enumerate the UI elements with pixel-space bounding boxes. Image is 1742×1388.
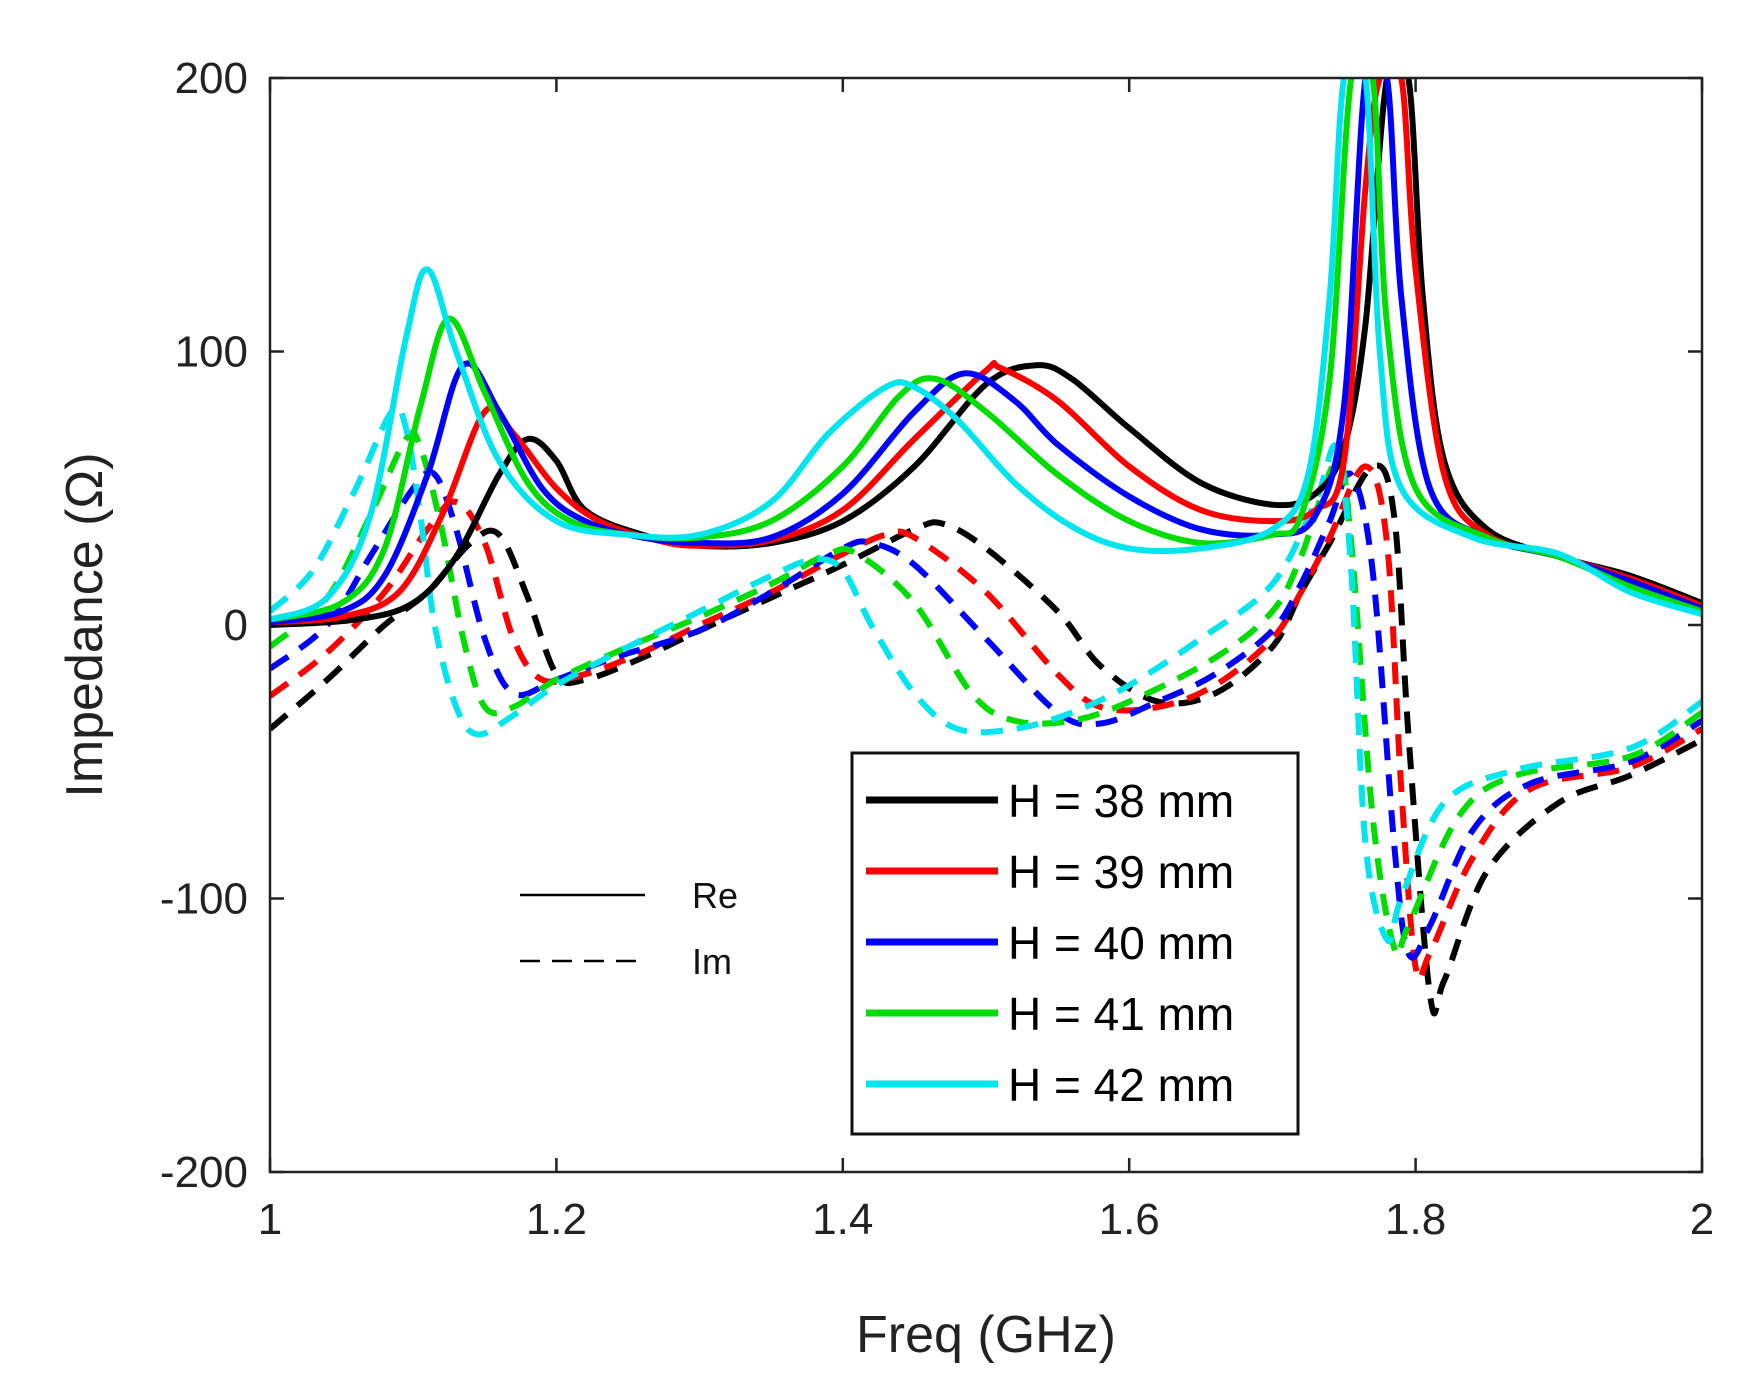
series-im-line-1 bbox=[270, 462, 1702, 1017]
series-re-line-1 bbox=[270, 78, 1702, 628]
legend-label: H = 39 mm bbox=[1008, 846, 1234, 898]
x-tick-label: 1.8 bbox=[1385, 1195, 1446, 1244]
series-im-line-3 bbox=[270, 468, 1702, 961]
series-im-line-2 bbox=[270, 463, 1702, 983]
legend-label: H = 42 mm bbox=[1008, 1059, 1234, 1111]
legend-label: H = 38 mm bbox=[1008, 775, 1234, 827]
line-style-key: Re Im bbox=[520, 875, 738, 982]
y-axis-title: Impedance (Ω) bbox=[56, 452, 114, 797]
x-tick-label: 1 bbox=[258, 1195, 282, 1244]
style-key-label: Im bbox=[692, 941, 732, 982]
legend-label: H = 40 mm bbox=[1008, 917, 1234, 969]
x-axis-title: Freq (GHz) bbox=[856, 1306, 1116, 1364]
y-tick-label: 100 bbox=[175, 328, 248, 377]
tick-labels-layer: 1 1.2 1.4 1.6 1.8 2 -200 -100 0 100 200 bbox=[160, 54, 1714, 1244]
plot-frame bbox=[268, 76, 1704, 1174]
series-re-line-3 bbox=[270, 78, 1702, 626]
legend: H = 38 mm H = 39 mm H = 40 mm H = 41 mm H = … bbox=[850, 751, 1300, 1136]
x-tick-label: 1.4 bbox=[812, 1195, 873, 1244]
y-tick-label: -100 bbox=[160, 875, 248, 924]
y-tick-label: 0 bbox=[224, 601, 248, 650]
x-tick-label: 2 bbox=[1690, 1195, 1714, 1244]
series-im-line-5 bbox=[270, 404, 1702, 945]
curves-layer bbox=[270, 78, 1702, 1017]
series-im-line-4 bbox=[270, 429, 1702, 959]
style-key-label: Re bbox=[692, 875, 738, 916]
series-re-line-5 bbox=[270, 78, 1702, 623]
legend-label: H = 41 mm bbox=[1008, 988, 1234, 1040]
x-tick-label: 1.6 bbox=[1099, 1195, 1160, 1244]
x-tick-label: 1.2 bbox=[526, 1195, 587, 1244]
series-re-line-4 bbox=[270, 78, 1702, 623]
y-tick-label: 200 bbox=[175, 54, 248, 103]
y-tick-label: -200 bbox=[160, 1148, 248, 1197]
